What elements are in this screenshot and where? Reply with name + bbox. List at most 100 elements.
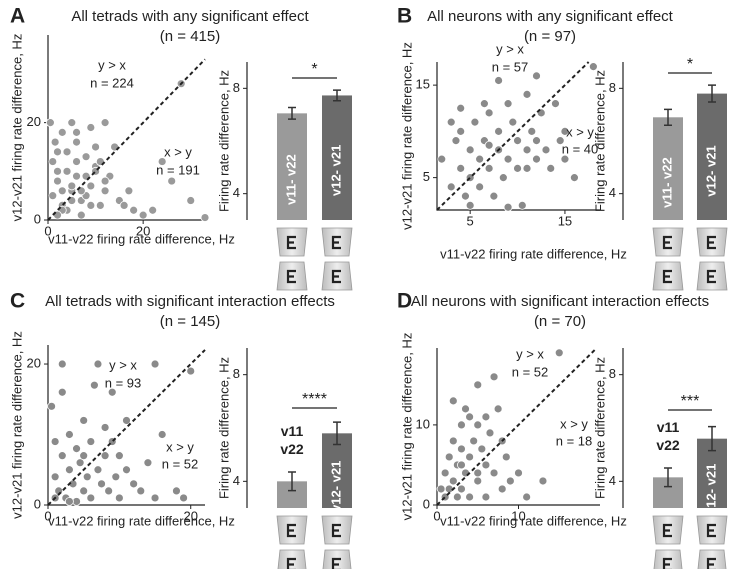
point xyxy=(481,460,491,470)
point xyxy=(72,171,81,181)
point xyxy=(157,157,167,166)
annotation: y > x xyxy=(516,346,544,361)
x-axis-label: v11-v22 firing rate difference, Hz xyxy=(48,231,235,246)
point xyxy=(541,145,551,155)
significance-label: **** xyxy=(302,391,327,408)
point xyxy=(503,99,513,109)
annotation: x > y xyxy=(166,439,194,454)
y-tick-label: 0 xyxy=(34,496,41,511)
error-bar xyxy=(333,421,341,446)
bar xyxy=(653,117,683,220)
stimulus-glyph xyxy=(662,523,672,538)
y-tick-label: 4 xyxy=(233,473,240,488)
significance-label: *** xyxy=(681,393,700,410)
point xyxy=(91,142,100,152)
y-tick-label: 5 xyxy=(423,169,430,184)
error-bar xyxy=(288,471,296,492)
y-tick-label: 4 xyxy=(233,185,240,200)
error-bar xyxy=(664,467,672,488)
panel-letter: C xyxy=(10,290,25,313)
annotation: n = 57 xyxy=(492,59,529,74)
point xyxy=(50,137,60,147)
chart-subtitle: (n = 70) xyxy=(534,313,586,330)
point xyxy=(167,176,177,186)
diagonal xyxy=(47,349,206,506)
point xyxy=(560,126,570,136)
point xyxy=(484,140,494,150)
stimulus-glyph xyxy=(706,557,716,569)
error-bar xyxy=(708,425,716,452)
diagonal xyxy=(436,61,590,211)
point xyxy=(489,191,499,201)
bar xyxy=(277,113,307,220)
point xyxy=(457,484,466,494)
point xyxy=(479,99,489,109)
stimulus-glyph xyxy=(706,269,716,284)
stimulus-glyph xyxy=(286,523,296,538)
stimulus-glyph xyxy=(331,523,341,538)
point xyxy=(65,430,74,439)
bar xyxy=(322,433,352,508)
stimulus-glyph xyxy=(706,523,716,538)
bar-label: v11 v22 xyxy=(280,423,304,457)
bar-label: v12- v21 xyxy=(703,145,718,196)
y-tick-label: 4 xyxy=(609,473,616,488)
point xyxy=(186,196,196,205)
point xyxy=(436,484,446,494)
point xyxy=(86,437,96,446)
point xyxy=(179,493,188,503)
point xyxy=(62,166,72,176)
point xyxy=(498,173,508,183)
point xyxy=(79,451,89,461)
point xyxy=(62,147,72,157)
chart-subtitle: (n = 97) xyxy=(524,28,576,45)
point xyxy=(522,163,532,173)
point xyxy=(100,423,110,432)
point xyxy=(93,465,103,475)
point xyxy=(53,166,62,176)
point xyxy=(57,451,67,461)
point xyxy=(465,200,475,210)
point xyxy=(72,127,81,137)
point xyxy=(437,154,447,164)
point xyxy=(457,444,466,454)
point xyxy=(157,430,167,439)
point xyxy=(513,136,522,146)
point xyxy=(554,348,564,358)
error-bar xyxy=(664,108,672,126)
point xyxy=(89,380,99,390)
point xyxy=(100,176,110,186)
point xyxy=(469,436,479,446)
x-axis-label: v11-v22 firing rate difference, Hz xyxy=(440,513,627,528)
point xyxy=(186,366,196,376)
point xyxy=(532,71,541,81)
point xyxy=(497,484,507,494)
bar xyxy=(697,93,727,220)
point xyxy=(465,145,475,155)
point xyxy=(114,451,124,461)
point xyxy=(465,452,475,462)
diagonal xyxy=(47,58,206,221)
point xyxy=(97,479,106,489)
point xyxy=(457,420,466,430)
diagonal xyxy=(436,347,598,506)
point xyxy=(129,479,139,489)
y-axis-label: Firing rate difference, Hz xyxy=(216,357,231,499)
x-axis-label: v11-v22 firing rate difference, Hz xyxy=(48,513,235,528)
point xyxy=(475,182,485,192)
point xyxy=(119,200,129,210)
point xyxy=(514,468,523,478)
point xyxy=(477,444,487,454)
stimulus-glyph xyxy=(286,269,296,284)
point xyxy=(494,76,503,85)
point xyxy=(143,458,153,468)
point xyxy=(532,136,541,146)
stimulus-glyph xyxy=(662,557,672,569)
x-tick-label: 15 xyxy=(558,213,572,228)
point xyxy=(50,472,60,482)
point xyxy=(456,103,466,113)
y-tick-label: 20 xyxy=(27,114,41,129)
point xyxy=(470,117,480,127)
bar xyxy=(322,95,352,220)
